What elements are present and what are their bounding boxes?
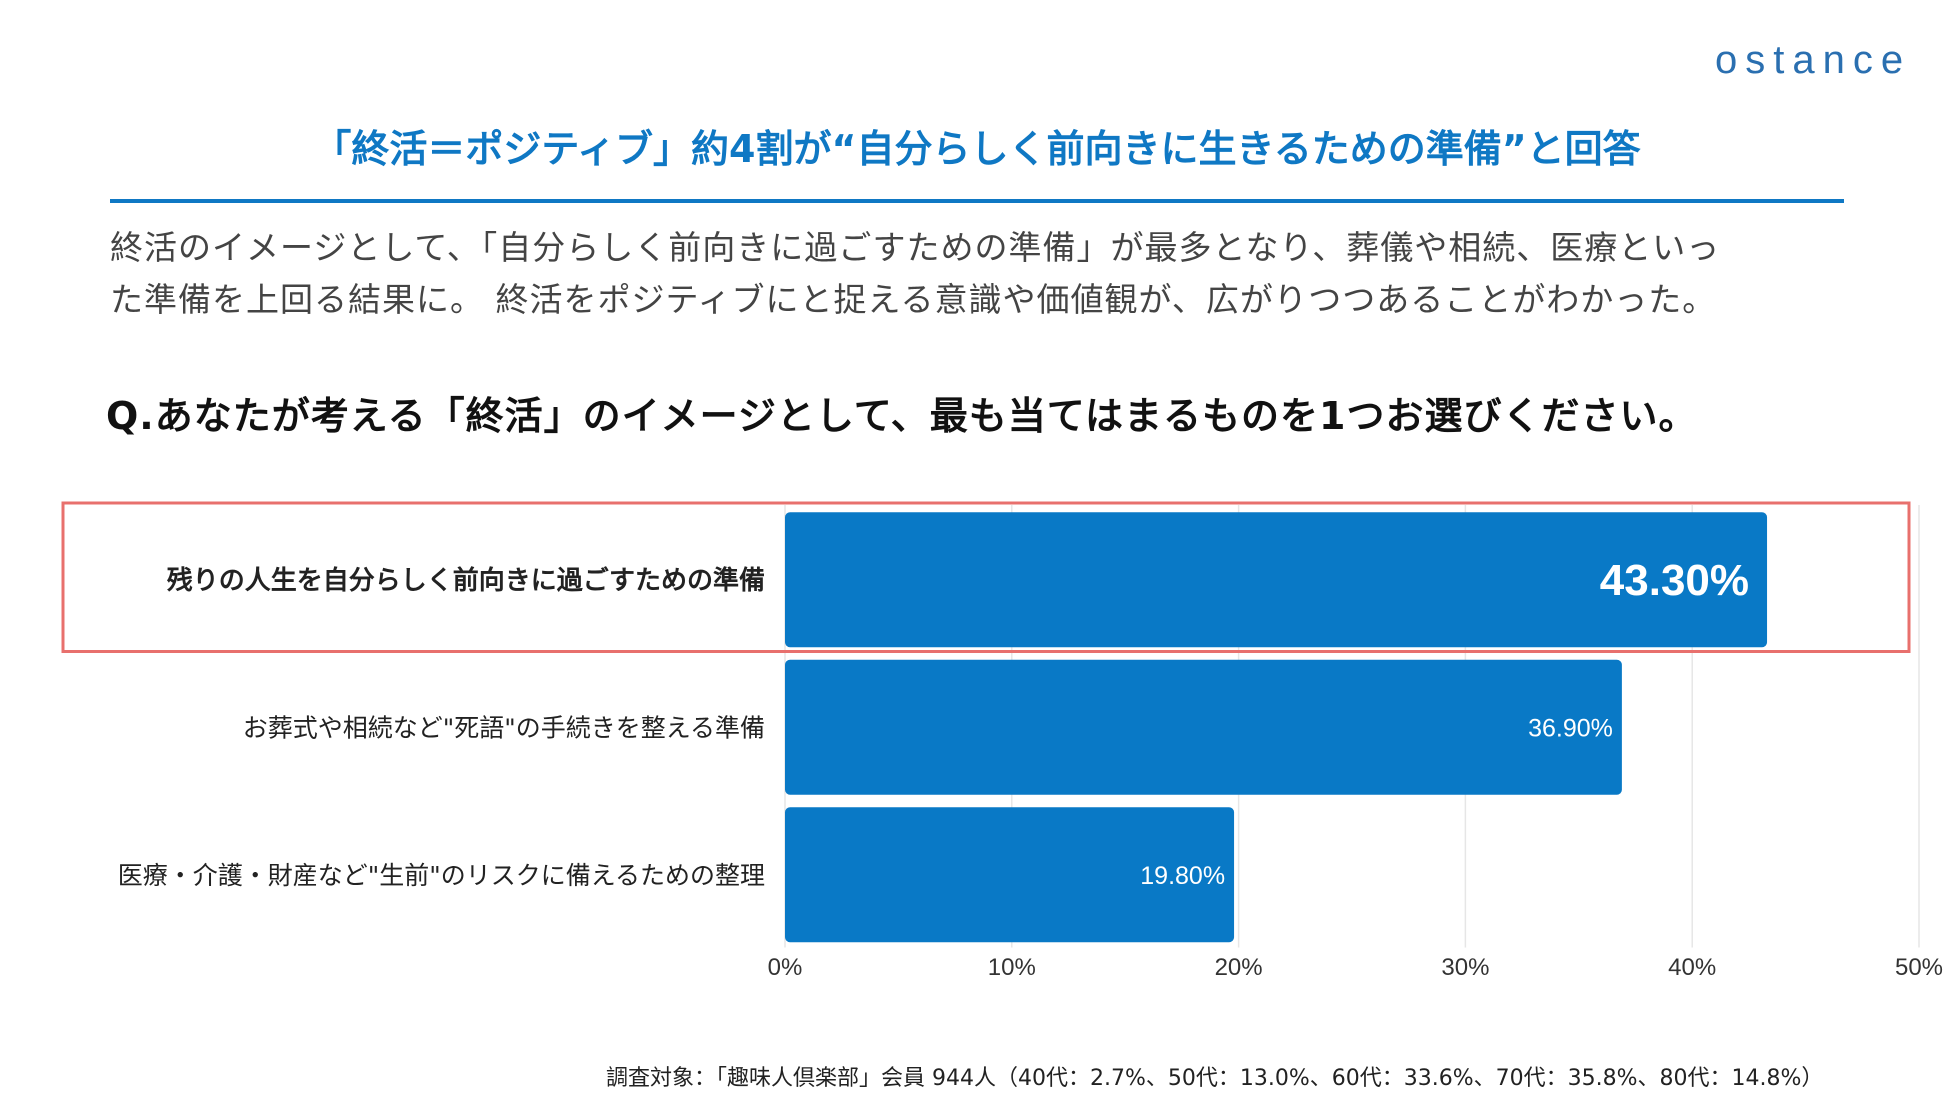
survey-question: Q.あなたが考える「終活」のイメージとして、最も当てはまるものを1つお選びくださ…: [106, 394, 1698, 438]
x-tick-label: 40%: [1668, 954, 1716, 981]
page-title: 「終活＝ポジティブ」約4割が“自分らしく前向きに生きるための準備”と回答: [313, 127, 1641, 171]
bar: [785, 512, 1768, 648]
highlight-box: [61, 501, 1911, 653]
data-label: 36.90%: [1528, 714, 1613, 742]
category-label: お葬式や相続など"死語"の手続きを整える準備: [243, 713, 765, 742]
x-tick-label: 0%: [768, 954, 803, 981]
data-label: 19.80%: [1140, 862, 1225, 890]
x-tick-label: 10%: [988, 954, 1036, 981]
data-label: 43.30%: [1600, 556, 1749, 605]
description: 終活のイメージとして、「自分らしく前向きに過ごすための準備」が最多となり、葬儀や…: [110, 222, 1870, 326]
ostance-logo: ostance: [1715, 38, 1912, 82]
x-tick-label: 50%: [1895, 954, 1943, 981]
bar: [785, 659, 1622, 795]
description-line: た準備を上回る結果に。 終活をポジティブにと捉える意識や価値観が、広がりつつある…: [110, 280, 1717, 319]
category-label: 残りの人生を自分らしく前向きに過ごすための準備: [167, 565, 765, 596]
x-tick-label: 30%: [1441, 954, 1489, 981]
title-divider: [110, 199, 1844, 203]
category-label: 医療・介護・財産など"生前"のリスクに備えるための整理: [118, 861, 765, 890]
footnote: 調査対象：「趣味人倶楽部」会員 944人（40代：2.7%、50代：13.0%、…: [606, 1066, 1824, 1091]
bar: [785, 807, 1235, 943]
x-tick-label: 20%: [1215, 954, 1263, 981]
description-line: 終活のイメージとして、「自分らしく前向きに過ごすための準備」が最多となり、葬儀や…: [110, 228, 1721, 267]
